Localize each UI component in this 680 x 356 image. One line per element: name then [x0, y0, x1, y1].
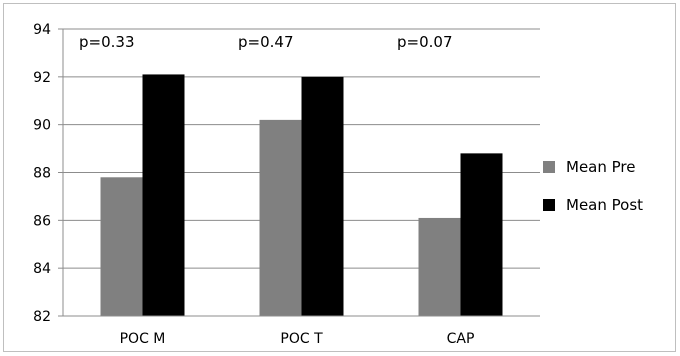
y-tick-label: 88	[33, 166, 51, 182]
y-tick-label: 84	[33, 261, 51, 277]
legend-label: Mean Pre	[566, 158, 636, 176]
y-tick-label: 92	[33, 70, 51, 86]
legend-swatch	[543, 161, 555, 173]
y-tick-label: 94	[33, 22, 51, 38]
y-tick-label: 82	[33, 309, 51, 325]
x-tick-label: POC T	[280, 331, 323, 347]
legend: Mean Pre Mean Post	[543, 158, 643, 214]
bar-mean-pre	[259, 119, 302, 316]
legend-label: Mean Post	[566, 196, 643, 214]
x-tick-label: POC M	[120, 331, 166, 347]
bar-mean-pre	[418, 217, 461, 316]
y-tick-label: 86	[33, 213, 51, 229]
bar-mean-post	[142, 74, 185, 316]
x-tick-label: CAP	[447, 331, 475, 347]
bar-mean-post	[301, 76, 344, 316]
p-value-label: p=0.07	[397, 33, 453, 51]
p-value-annotations: p=0.33 p=0.47 p=0.07	[79, 33, 453, 51]
p-value-label: p=0.33	[79, 33, 135, 51]
legend-swatch	[543, 199, 555, 211]
y-tick-label: 90	[33, 118, 51, 134]
y-axis: 82 84 86 88 90 92 94	[33, 22, 64, 325]
bar-mean-post	[460, 153, 503, 316]
x-axis: POC M POC T CAP	[63, 315, 540, 347]
bars	[100, 74, 503, 316]
p-value-label: p=0.47	[238, 33, 294, 51]
bar-mean-pre	[100, 177, 143, 316]
